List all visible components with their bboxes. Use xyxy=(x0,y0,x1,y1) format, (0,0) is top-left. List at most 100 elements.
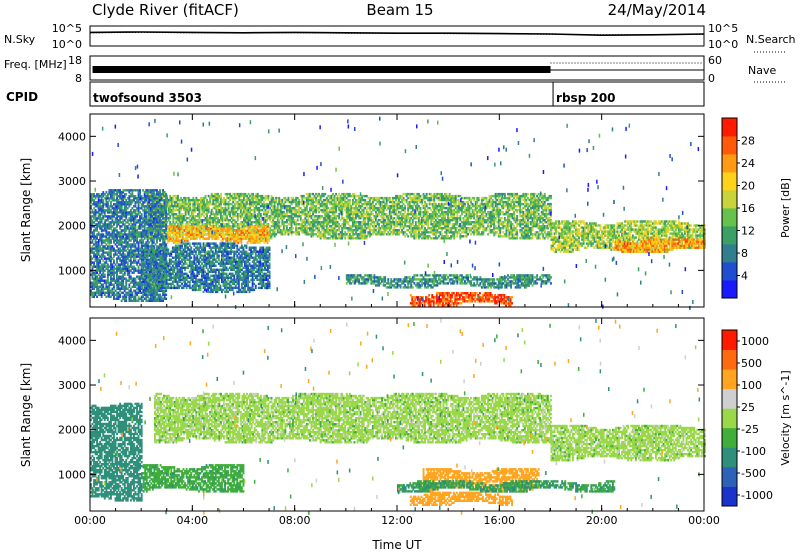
power-cell xyxy=(434,204,437,208)
power-cell xyxy=(543,206,546,210)
power-cell xyxy=(516,233,519,236)
power-cell xyxy=(190,210,193,214)
power-cell xyxy=(445,235,448,238)
power-cell xyxy=(491,210,494,214)
power-cell xyxy=(422,210,425,214)
power-cell xyxy=(395,221,397,224)
power-cell xyxy=(221,200,224,204)
power-cell xyxy=(221,208,224,212)
power-cell xyxy=(424,213,426,216)
power-cell xyxy=(507,202,509,206)
power-cell xyxy=(184,196,187,200)
power-cell xyxy=(312,206,314,210)
power-cell xyxy=(356,237,359,240)
power-cell xyxy=(336,204,339,208)
power-cell xyxy=(391,217,394,220)
power-cell xyxy=(345,213,348,216)
power-cell xyxy=(305,213,308,216)
power-cell xyxy=(393,217,396,220)
power-cell xyxy=(180,208,182,212)
power-cell xyxy=(167,198,170,202)
power-cell xyxy=(161,231,164,234)
power-cell xyxy=(249,198,251,202)
power-cell xyxy=(477,204,480,208)
power-cell xyxy=(230,221,233,224)
power-cell xyxy=(530,210,532,214)
power-cell xyxy=(237,233,240,236)
power-cell xyxy=(488,227,491,230)
power-cell xyxy=(523,213,526,216)
power-cell xyxy=(239,208,242,212)
power-cell xyxy=(525,235,528,238)
power-cell xyxy=(453,204,456,208)
power-cell xyxy=(537,208,540,212)
power-cell xyxy=(278,227,281,230)
power-cell xyxy=(281,233,284,236)
power-cell xyxy=(358,202,360,206)
power-cell xyxy=(174,239,177,242)
power-cell xyxy=(565,250,568,253)
power-cell xyxy=(295,227,298,230)
power-cell xyxy=(543,194,546,198)
power-cell xyxy=(236,204,239,208)
power-cell xyxy=(575,220,577,223)
power-cell xyxy=(530,221,532,224)
power-cell xyxy=(528,221,531,224)
power-cell xyxy=(558,222,561,225)
power-cell xyxy=(370,210,373,214)
power-cell xyxy=(513,229,515,232)
power-cell xyxy=(422,198,425,202)
power-cell xyxy=(401,217,403,220)
power-cell xyxy=(365,204,368,208)
power-cell xyxy=(361,215,364,218)
power-cell xyxy=(251,239,254,242)
power-cell xyxy=(470,217,473,220)
power-cell xyxy=(407,208,410,212)
power-cell xyxy=(476,219,479,222)
power-cell xyxy=(364,235,367,238)
power-cell xyxy=(448,196,451,200)
power-cell xyxy=(562,238,565,241)
power-cell xyxy=(395,196,397,200)
power-cell xyxy=(488,217,491,220)
power-cell xyxy=(450,237,453,240)
power-cell xyxy=(213,192,216,196)
power-cell xyxy=(550,238,553,241)
power-cell xyxy=(564,242,567,245)
power-cell xyxy=(405,213,408,216)
power-cell xyxy=(223,200,225,204)
power-cell xyxy=(293,223,296,226)
power-cell xyxy=(293,213,296,216)
power-cell xyxy=(183,200,185,204)
power-cell xyxy=(361,196,364,200)
power-cell xyxy=(315,196,317,200)
power-cell xyxy=(307,198,310,202)
power-cell xyxy=(189,221,192,224)
power-cell xyxy=(324,235,327,238)
power-cell xyxy=(381,202,383,206)
power-cell xyxy=(328,231,331,234)
power-cell xyxy=(266,210,268,214)
power-cell xyxy=(147,235,150,238)
power-cell xyxy=(444,202,446,206)
power-cell xyxy=(382,213,385,216)
power-cell xyxy=(276,210,279,214)
power-cell xyxy=(186,217,189,220)
power-cell xyxy=(444,215,446,218)
power-cell xyxy=(336,237,339,240)
power-cell xyxy=(579,234,582,237)
power-cell xyxy=(348,208,351,212)
power-cell xyxy=(502,206,505,210)
power-cell xyxy=(523,231,526,234)
power-cell xyxy=(393,206,396,210)
power-cell xyxy=(345,196,348,200)
power-cell xyxy=(379,208,382,212)
power-cell xyxy=(539,198,542,202)
power-cell xyxy=(595,230,597,233)
power-cell xyxy=(195,235,198,238)
power-cell xyxy=(533,225,535,228)
power-cell xyxy=(379,233,382,236)
power-cell xyxy=(239,210,242,214)
power-cell xyxy=(203,198,205,202)
power-cell xyxy=(444,225,446,228)
